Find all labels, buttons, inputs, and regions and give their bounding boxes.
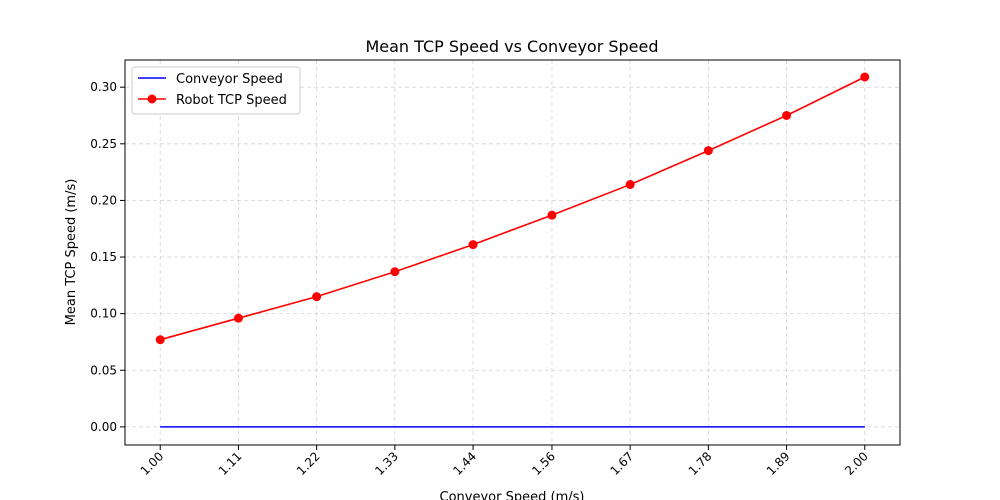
data-point-robot-tcp-speed (312, 292, 322, 302)
data-point-robot-tcp-speed (155, 335, 165, 345)
data-point-robot-tcp-speed (233, 313, 243, 323)
data-point-robot-tcp-speed (703, 146, 713, 156)
data-point-robot-tcp-speed (860, 72, 870, 82)
series-layer (155, 72, 870, 428)
y-tick-label: 0.25 (90, 137, 117, 151)
y-tick-label: 0.20 (90, 193, 117, 207)
y-axis-label: Mean TCP Speed (m/s) (64, 179, 79, 326)
chart-title: Mean TCP Speed vs Conveyor Speed (365, 37, 658, 56)
x-axis-label: Conveyor Speed (m/s) (440, 490, 585, 500)
y-tick-label: 0.00 (90, 420, 117, 434)
legend-marker-robot-tcp-speed (147, 94, 157, 104)
series-line-robot-tcp-speed (160, 76, 866, 341)
legend-label-conveyor-speed: Conveyor Speed (176, 72, 283, 87)
data-point-robot-tcp-speed (468, 240, 478, 250)
y-tick-label: 0.10 (90, 307, 117, 321)
y-axis: 0.00 0.05 0.10 0.15 0.20 0.25 0.30 (90, 80, 125, 434)
data-point-robot-tcp-speed (390, 267, 400, 277)
y-tick-label: 0.30 (90, 80, 117, 94)
legend-box (131, 66, 301, 115)
y-tick-label: 0.15 (90, 250, 117, 264)
plot-frame (124, 59, 901, 446)
legend-label-robot-tcp-speed: Robot TCP Speed (176, 93, 287, 108)
data-point-robot-tcp-speed (547, 210, 557, 220)
data-point-robot-tcp-speed (625, 180, 635, 190)
y-tick-label: 0.05 (90, 363, 117, 377)
data-point-robot-tcp-speed (782, 110, 792, 120)
legend: Conveyor Speed Robot TCP Speed (131, 66, 301, 115)
